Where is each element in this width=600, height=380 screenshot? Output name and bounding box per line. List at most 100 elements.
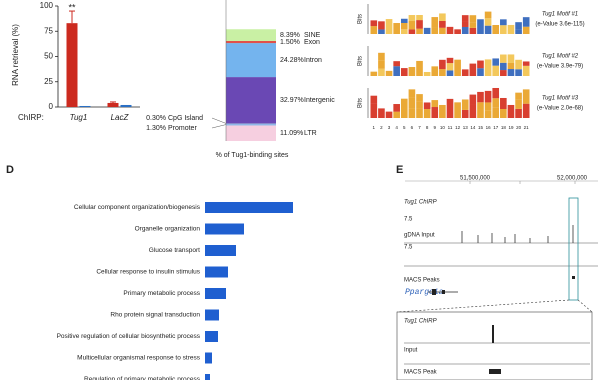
logo-letter — [378, 68, 385, 76]
position-label: 2 — [380, 125, 383, 130]
logo-letter — [439, 27, 446, 34]
leader-line — [211, 124, 227, 129]
category-label: Multicellular organismal response to str… — [77, 355, 201, 362]
logo-letter — [408, 15, 416, 21]
position-label: 12 — [455, 125, 461, 130]
track-scale: 7.5 — [404, 217, 413, 223]
category-label: SINE — [304, 32, 321, 39]
logo-letter — [492, 98, 500, 108]
logo-letter — [439, 20, 446, 28]
position-label: 3 — [388, 125, 391, 130]
segment — [226, 77, 276, 124]
category-label: Glucose transport — [149, 247, 200, 254]
bar — [205, 245, 236, 256]
logo-letter — [408, 97, 416, 109]
logo-letter — [484, 59, 492, 76]
logo-letter — [461, 26, 469, 34]
y-axis-label: Bits — [358, 98, 364, 108]
position-label: 8 — [426, 125, 429, 130]
logo-letter — [370, 20, 378, 27]
logo-letter — [423, 27, 431, 34]
annotation: ** — [68, 2, 76, 12]
logo-letter — [507, 54, 515, 63]
logo-letter — [477, 109, 484, 118]
logo-letter — [408, 89, 416, 98]
position-label: 13 — [463, 125, 469, 130]
logo-letter — [400, 29, 408, 34]
position-label: 10 — [440, 125, 446, 130]
logo-letter — [500, 97, 507, 109]
logo-letter — [469, 27, 477, 34]
logo-letter — [492, 24, 500, 34]
logo-letter — [416, 94, 423, 102]
logo-letter — [454, 102, 461, 118]
logo-letter — [454, 29, 461, 34]
bar — [205, 288, 226, 299]
y-tick-label: 25 — [44, 77, 53, 86]
bar — [205, 352, 212, 364]
logo-letter — [439, 13, 446, 21]
bar — [205, 309, 219, 321]
logo-letter — [393, 61, 400, 67]
logo-letter — [439, 69, 446, 76]
logo-letter — [400, 98, 408, 118]
logo-letter — [500, 54, 507, 63]
logo-letter — [477, 68, 484, 76]
logo-letter — [484, 25, 492, 34]
exon — [442, 290, 445, 294]
logo-letter — [477, 60, 484, 69]
track-label: gDNA Input — [404, 233, 435, 239]
y-axis-label: Bits — [358, 56, 364, 66]
highlight-box — [568, 197, 579, 301]
logo-letter — [515, 59, 522, 70]
logo-letter — [492, 107, 500, 118]
logo-letter — [416, 28, 423, 34]
track-label: MACS Peaks — [404, 278, 440, 284]
logo-letter — [378, 52, 385, 61]
logo-letter — [515, 22, 522, 30]
position-label: 4 — [395, 125, 398, 130]
logo-letter — [515, 69, 522, 76]
zoom-line — [577, 299, 593, 313]
y-tick-label: 100 — [40, 1, 54, 10]
bar — [205, 331, 218, 342]
y-axis-label: Bits — [358, 14, 364, 24]
position-label: 5 — [403, 125, 406, 130]
x-tick-label: LacZ — [111, 113, 130, 122]
logo-letter — [492, 65, 500, 76]
track-label: Tug1 ChIRP — [404, 200, 437, 206]
logo-letter — [469, 15, 477, 23]
logo-letter — [522, 89, 530, 104]
bar — [205, 266, 228, 278]
category-label: LTR — [304, 130, 317, 137]
value-label: 32.97% — [280, 97, 304, 104]
logo-letter — [446, 57, 454, 64]
position-label: 20 — [516, 125, 522, 130]
logo-letter — [446, 98, 454, 118]
position-label: 11 — [448, 125, 453, 130]
logo-letter — [400, 18, 408, 23]
logo-letter — [431, 100, 439, 108]
category-label: Primary metabolic process — [123, 290, 200, 297]
zoom-line — [396, 299, 570, 313]
category-label: Rho protein signal transduction — [110, 312, 200, 319]
peak-call — [572, 276, 575, 279]
logo-letter — [522, 26, 530, 34]
value-label: 1.30% — [146, 125, 166, 132]
leader-line — [211, 117, 227, 124]
logo-letter — [492, 58, 500, 66]
y-axis-label: RNA retrieval (%) — [11, 24, 20, 86]
value-label: 24.28% — [280, 57, 304, 64]
motif-evalue: (e-Value 2.0e-68) — [537, 106, 583, 112]
bar — [120, 104, 132, 107]
logo-letter — [385, 19, 393, 34]
logo-letter — [416, 101, 423, 109]
logo-letter — [515, 108, 522, 118]
motif-name: Tug1 Motif #2 — [542, 54, 579, 60]
logo-letter — [484, 102, 492, 111]
logo-letter — [477, 102, 484, 110]
logo-letter — [515, 29, 522, 34]
category-label: Intron — [304, 57, 322, 64]
logo-letter — [461, 21, 469, 27]
